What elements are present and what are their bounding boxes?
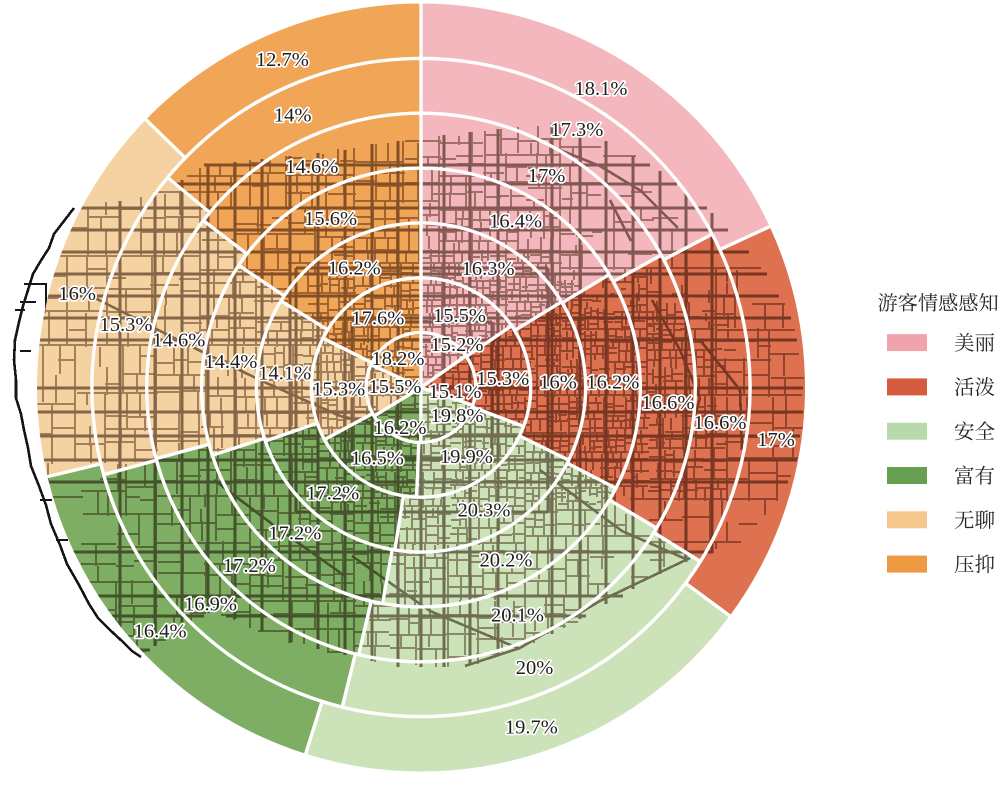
svg-text:19.9%: 19.9%: [440, 446, 493, 468]
svg-text:15.2%: 15.2%: [431, 334, 484, 356]
svg-text:15.6%: 15.6%: [304, 208, 357, 230]
svg-text:17%: 17%: [757, 429, 795, 451]
svg-text:19.7%: 19.7%: [505, 717, 558, 739]
svg-text:14.4%: 14.4%: [204, 351, 257, 373]
svg-text:14.6%: 14.6%: [152, 329, 205, 351]
svg-text:17.2%: 17.2%: [268, 522, 321, 544]
svg-text:18.2%: 18.2%: [372, 348, 425, 370]
svg-text:17.2%: 17.2%: [306, 482, 359, 504]
svg-text:17.3%: 17.3%: [550, 119, 603, 141]
svg-text:20.2%: 20.2%: [480, 550, 533, 572]
svg-text:17.2%: 17.2%: [223, 555, 276, 577]
svg-text:19.8%: 19.8%: [431, 405, 484, 427]
svg-text:15.5%: 15.5%: [433, 305, 486, 327]
svg-text:15.1%: 15.1%: [429, 381, 482, 403]
svg-text:16.6%: 16.6%: [694, 412, 747, 434]
svg-text:18.1%: 18.1%: [575, 78, 628, 100]
svg-text:16.2%: 16.2%: [586, 372, 639, 394]
svg-text:15.5%: 15.5%: [369, 376, 422, 398]
svg-text:15.3%: 15.3%: [476, 368, 529, 390]
svg-text:20%: 20%: [516, 657, 554, 679]
svg-text:16.6%: 16.6%: [642, 392, 695, 414]
svg-text:16.2%: 16.2%: [328, 258, 381, 280]
svg-text:16.4%: 16.4%: [134, 621, 187, 643]
svg-text:16.2%: 16.2%: [374, 417, 427, 439]
svg-text:17%: 17%: [528, 165, 566, 187]
svg-text:16.5%: 16.5%: [351, 447, 404, 469]
svg-text:16.3%: 16.3%: [462, 258, 515, 280]
svg-text:16%: 16%: [539, 371, 577, 393]
svg-text:17.6%: 17.6%: [351, 308, 404, 330]
svg-text:12.7%: 12.7%: [256, 49, 309, 71]
svg-text:20.3%: 20.3%: [458, 499, 511, 521]
svg-text:16%: 16%: [58, 283, 96, 305]
svg-text:16.4%: 16.4%: [489, 210, 542, 232]
svg-text:14%: 14%: [274, 104, 312, 126]
svg-text:15.3%: 15.3%: [312, 379, 365, 401]
svg-text:16.9%: 16.9%: [184, 594, 237, 616]
svg-text:14.1%: 14.1%: [258, 362, 311, 384]
svg-text:15.3%: 15.3%: [100, 314, 153, 336]
svg-text:20.1%: 20.1%: [491, 605, 544, 627]
svg-text:14.6%: 14.6%: [285, 156, 338, 178]
